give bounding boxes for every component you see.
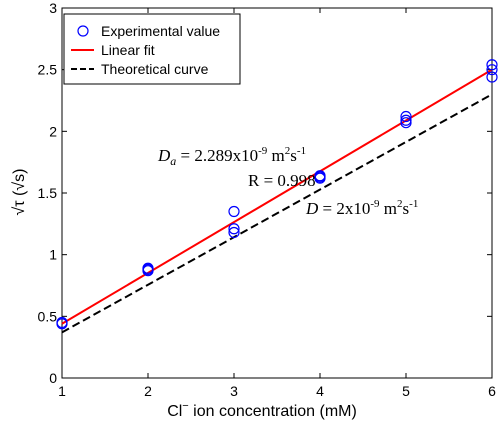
experimental-point — [486, 59, 498, 71]
experimental-point — [486, 64, 498, 76]
experimental-point — [314, 170, 326, 182]
x-tick-label: 1 — [58, 383, 66, 399]
y-tick-label: 0 — [49, 370, 57, 386]
y-axis-label: √τ (√s) — [11, 169, 28, 216]
x-axis: 1 2 3 4 5 6 — [58, 8, 496, 399]
x-tick-label: 4 — [316, 383, 324, 399]
experimental-point — [142, 262, 154, 274]
legend-label-theoretical: Theoretical curve — [101, 61, 209, 77]
theory-annotation: D = 2x10-9 m2s-1 — [305, 198, 418, 218]
experimental-point — [228, 223, 240, 235]
x-axis-label: Cl− ion concentration (mM) — [167, 400, 357, 420]
legend-label-experimental: Experimental value — [101, 23, 220, 39]
theoretical-curve-line — [61, 93, 493, 334]
series-layer — [56, 59, 498, 334]
experimental-point — [228, 226, 240, 239]
x-tick-label: 5 — [402, 383, 410, 399]
y-tick-label: 1.5 — [38, 185, 58, 201]
y-tick-label: 2.5 — [38, 62, 58, 78]
legend-marker-experimental — [77, 25, 89, 37]
experimental-point — [400, 110, 412, 123]
legend: Experimental value Linear fit Theoretica… — [63, 13, 241, 85]
experimental-point — [56, 316, 68, 329]
x-tick-label: 3 — [230, 383, 238, 399]
experimental-point — [228, 205, 240, 218]
r-value-annotation: R = 0.998 — [248, 171, 316, 190]
x-tick-label: 6 — [488, 383, 496, 399]
fit-annotation: Da = 2.289x10-9 m2s-1 — [157, 145, 306, 168]
experimental-point — [400, 114, 412, 126]
experimental-point — [486, 71, 498, 83]
y-tick-label: 3 — [49, 0, 57, 16]
linear-fit-line — [61, 68, 493, 325]
x-tick-label: 2 — [144, 383, 152, 399]
y-tick-label: 2 — [49, 123, 57, 139]
y-axis: 0 0.5 1 1.5 2 2.5 3 — [38, 0, 492, 386]
y-tick-label: 0.5 — [38, 308, 58, 324]
legend-label-linear-fit: Linear fit — [101, 42, 155, 58]
y-tick-label: 1 — [49, 247, 57, 263]
